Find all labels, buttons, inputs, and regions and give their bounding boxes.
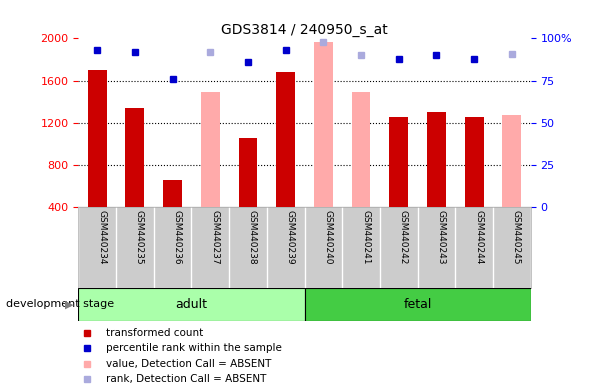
- Text: percentile rank within the sample: percentile rank within the sample: [106, 343, 282, 354]
- Text: GSM440235: GSM440235: [135, 210, 144, 265]
- Bar: [78, 288, 305, 321]
- Title: GDS3814 / 240950_s_at: GDS3814 / 240950_s_at: [221, 23, 388, 37]
- Text: GSM440241: GSM440241: [361, 210, 370, 264]
- Bar: [390, 117, 408, 207]
- Bar: [465, 117, 484, 207]
- Text: GSM440237: GSM440237: [210, 210, 219, 265]
- Text: GSM440243: GSM440243: [437, 210, 446, 264]
- Bar: [163, 180, 182, 207]
- Bar: [502, 116, 521, 207]
- Text: value, Detection Call = ABSENT: value, Detection Call = ABSENT: [106, 359, 271, 369]
- Text: GSM440242: GSM440242: [399, 210, 408, 264]
- Text: ▶: ▶: [65, 299, 74, 310]
- Bar: [125, 108, 144, 207]
- Bar: [427, 112, 446, 207]
- Text: adult: adult: [175, 298, 207, 311]
- Text: rank, Detection Call = ABSENT: rank, Detection Call = ABSENT: [106, 374, 266, 384]
- Text: fetal: fetal: [403, 298, 432, 311]
- Bar: [201, 92, 219, 207]
- Text: GSM440239: GSM440239: [286, 210, 295, 265]
- Bar: [276, 72, 295, 207]
- Text: GSM440240: GSM440240: [323, 210, 332, 264]
- Text: GSM440244: GSM440244: [474, 210, 483, 264]
- Text: GSM440245: GSM440245: [512, 210, 521, 264]
- Text: GSM440234: GSM440234: [97, 210, 106, 264]
- Text: GSM440236: GSM440236: [172, 210, 182, 265]
- Text: development stage: development stage: [6, 299, 114, 310]
- Bar: [352, 92, 370, 207]
- Bar: [88, 70, 107, 207]
- Bar: [314, 41, 333, 207]
- Text: transformed count: transformed count: [106, 328, 203, 338]
- Bar: [305, 288, 531, 321]
- Bar: [239, 138, 257, 207]
- Text: GSM440238: GSM440238: [248, 210, 257, 265]
